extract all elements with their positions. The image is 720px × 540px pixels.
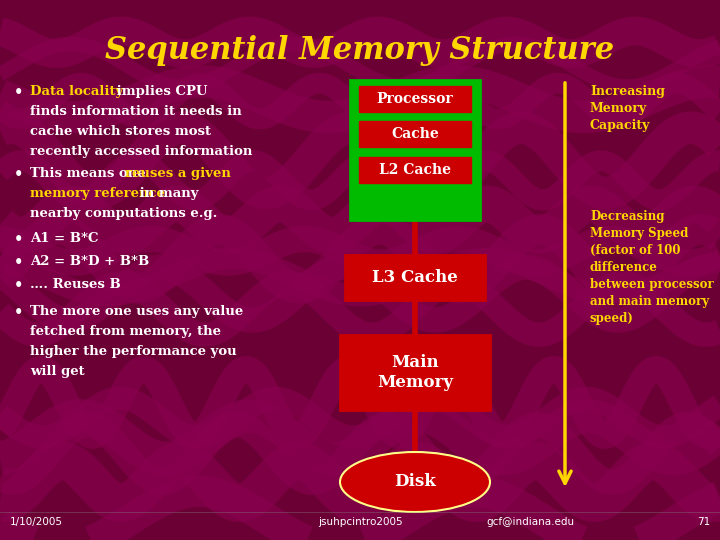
Text: •: •: [14, 85, 23, 100]
Text: recently accessed information: recently accessed information: [30, 145, 253, 158]
Text: in many: in many: [135, 187, 199, 200]
Text: Disk: Disk: [394, 474, 436, 490]
Text: finds information it needs in: finds information it needs in: [30, 105, 242, 118]
FancyBboxPatch shape: [350, 80, 480, 220]
FancyBboxPatch shape: [359, 86, 471, 112]
Ellipse shape: [340, 452, 490, 512]
Text: Main
Memory: Main Memory: [377, 354, 453, 391]
Text: Processor: Processor: [377, 92, 454, 106]
Text: Cache: Cache: [391, 127, 439, 141]
Text: higher the performance you: higher the performance you: [30, 345, 237, 358]
Text: cache which stores most: cache which stores most: [30, 125, 211, 138]
Text: will get: will get: [30, 365, 85, 378]
Text: jsuhpcintro2005: jsuhpcintro2005: [318, 517, 402, 527]
Text: memory reference: memory reference: [30, 187, 165, 200]
Text: •: •: [14, 305, 23, 320]
Text: The more one uses any value: The more one uses any value: [30, 305, 243, 318]
Text: 71: 71: [697, 517, 710, 527]
Text: Decreasing
Memory Speed
(factor of 100
difference
between processor
and main mem: Decreasing Memory Speed (factor of 100 d…: [590, 210, 714, 325]
Text: Data locality: Data locality: [30, 85, 123, 98]
Text: •: •: [14, 278, 23, 293]
Text: fetched from memory, the: fetched from memory, the: [30, 325, 221, 338]
Text: implies CPU: implies CPU: [112, 85, 207, 98]
Text: nearby computations e.g.: nearby computations e.g.: [30, 207, 217, 220]
FancyBboxPatch shape: [345, 255, 485, 300]
Text: L3 Cache: L3 Cache: [372, 269, 458, 286]
Text: Sequential Memory Structure: Sequential Memory Structure: [105, 35, 615, 66]
Text: Increasing
Memory
Capacity: Increasing Memory Capacity: [590, 85, 665, 132]
FancyBboxPatch shape: [340, 335, 490, 410]
Text: •: •: [14, 232, 23, 247]
Text: 1/10/2005: 1/10/2005: [10, 517, 63, 527]
Text: reuses a given: reuses a given: [125, 167, 231, 180]
Text: This means one: This means one: [30, 167, 150, 180]
Text: …. Reuses B: …. Reuses B: [30, 278, 121, 291]
Text: A1 = B*C: A1 = B*C: [30, 232, 99, 245]
Text: •: •: [14, 255, 23, 270]
FancyBboxPatch shape: [359, 157, 471, 183]
Text: •: •: [14, 167, 23, 182]
Text: A2 = B*D + B*B: A2 = B*D + B*B: [30, 255, 149, 268]
Text: gcf@indiana.edu: gcf@indiana.edu: [486, 517, 574, 527]
FancyBboxPatch shape: [359, 121, 471, 147]
Text: L2 Cache: L2 Cache: [379, 163, 451, 177]
